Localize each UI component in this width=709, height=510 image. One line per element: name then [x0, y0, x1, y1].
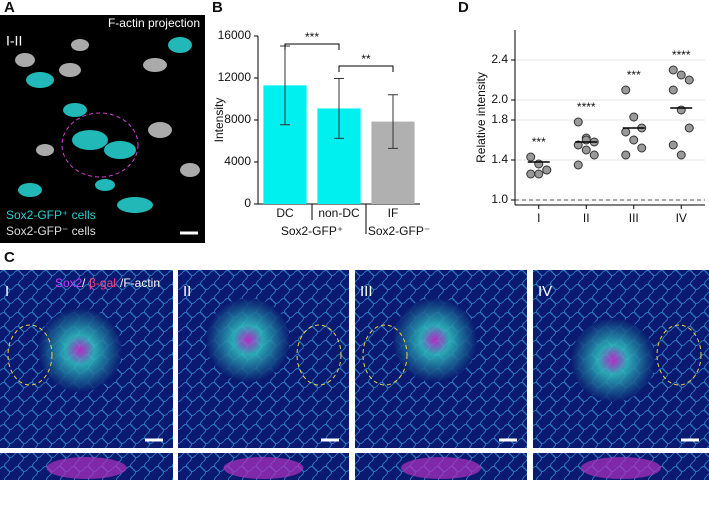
group-label: Sox2-GFP⁻: [368, 224, 430, 238]
data-point: [684, 123, 694, 133]
panel-a-image: [0, 15, 205, 243]
stage-label: I: [5, 283, 9, 300]
outline: [656, 324, 702, 386]
x-tick-label: IV: [676, 211, 687, 225]
panel-label: D: [458, 0, 469, 16]
stage-label: IV: [538, 283, 552, 300]
y-tick-label: 1.8: [491, 112, 508, 126]
error-bar: [334, 78, 344, 139]
y-axis-label: Relative intensity: [474, 72, 488, 163]
y-tick-label: 0: [244, 196, 251, 210]
panel-label: B: [212, 0, 223, 16]
data-point: [526, 152, 536, 162]
y-axis-label: Intensity: [212, 98, 226, 143]
strip-signal: [401, 457, 481, 479]
x-tick-label: non-DC: [318, 206, 360, 220]
condensate: [571, 318, 655, 402]
data-point: [581, 135, 591, 145]
stage-label: II: [183, 283, 191, 300]
stain-label: /: [82, 276, 86, 290]
outline: [296, 324, 342, 386]
data-point: [676, 105, 686, 115]
significance-label: ***: [532, 135, 546, 149]
condensate: [38, 308, 122, 392]
data-point: [684, 75, 694, 85]
data-point: [676, 150, 686, 160]
y-tick-label: 1.4: [491, 152, 508, 166]
data-point: [581, 145, 591, 155]
significance-label: ****: [672, 48, 691, 62]
data-point: [668, 140, 678, 150]
data-point: [573, 140, 583, 150]
data-point: [621, 85, 631, 95]
significance-label: ***: [627, 68, 641, 82]
significance-label: ***: [305, 30, 319, 44]
data-point: [668, 85, 678, 95]
data-point: [534, 159, 544, 169]
legend-entry: Sox2-GFP⁺ cells: [6, 208, 96, 222]
data-point: [668, 65, 678, 75]
significance-label: ****: [577, 100, 596, 114]
condensate: [206, 298, 290, 382]
outline: [362, 324, 408, 386]
strip-signal: [223, 457, 304, 479]
y-tick-label: 2.0: [491, 92, 508, 106]
panel-label: C: [4, 249, 15, 266]
x-tick-label: I: [537, 211, 540, 225]
significance-bracket: [284, 43, 340, 50]
data-point: [526, 169, 536, 179]
data-point: [534, 169, 544, 179]
y-tick-label: 1.0: [491, 192, 508, 206]
y-tick-label: 8000: [224, 112, 251, 126]
x-tick-label: II: [583, 211, 590, 225]
data-point: [589, 150, 599, 160]
data-point: [573, 117, 583, 127]
significance-bracket: [338, 65, 394, 72]
x-tick-label: III: [629, 211, 639, 225]
y-tick-label: 2.4: [491, 52, 508, 66]
stain-label: Sox2: [55, 276, 83, 290]
panel-label: A: [4, 0, 15, 16]
data-point: [621, 127, 631, 137]
y-tick-label: 4000: [224, 154, 251, 168]
legend-entry: Sox2-GFP⁻ cells: [6, 224, 96, 238]
y-tick-label: 12000: [218, 70, 252, 84]
x-tick-label: IF: [388, 206, 399, 220]
significance-label: **: [361, 52, 371, 66]
error-bar: [388, 94, 398, 149]
group-label: Sox2-GFP⁺: [281, 224, 343, 238]
y-tick-label: 16000: [218, 28, 252, 42]
data-point: [629, 112, 639, 122]
stain-label: /F-actin: [120, 276, 160, 290]
condensate: [393, 298, 477, 382]
panel-c-images: I II III IV: [0, 270, 709, 480]
data-point: [542, 165, 552, 175]
panel-a-label: I-II: [6, 33, 22, 49]
data-point: [621, 150, 631, 160]
x-tick-label: DC: [276, 206, 294, 220]
outline: [7, 324, 53, 386]
data-point: [629, 135, 639, 145]
stain-label: β-gal: [89, 276, 116, 290]
data-point: [676, 70, 686, 80]
strip-signal: [46, 457, 127, 479]
stage-label: III: [360, 283, 373, 300]
panel-a-title: F-actin projection: [108, 16, 200, 30]
strip-signal: [581, 457, 661, 479]
data-point: [637, 143, 647, 153]
data-point: [573, 160, 583, 170]
